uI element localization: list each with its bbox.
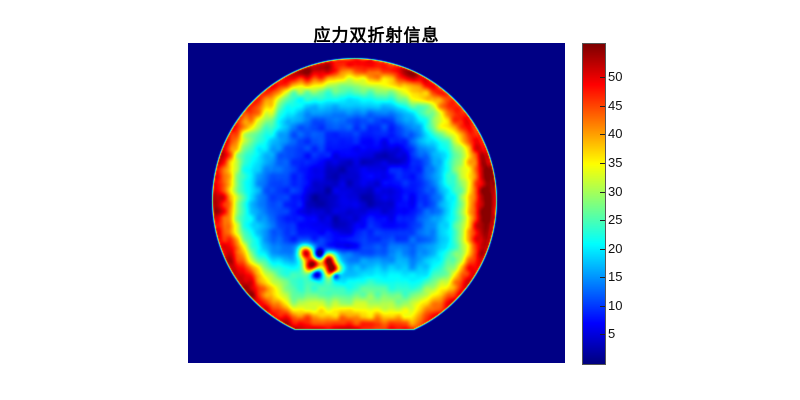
colorbar-tick-label: 30 (608, 183, 623, 199)
wafer-heatmap-image (188, 43, 565, 363)
colorbar-tick-label: 5 (608, 326, 616, 342)
colorbar-tick-label: 25 (608, 212, 623, 228)
colorbar-tick-label: 20 (608, 240, 623, 256)
colorbar-tick-mark (600, 248, 605, 250)
colorbar-tick-label: 40 (608, 126, 623, 142)
colorbar-tick-mark (600, 191, 605, 193)
colorbar-tick-mark (600, 77, 605, 79)
colorbar-tick-label: 10 (608, 297, 623, 313)
chart-title: 应力双折射信息 (313, 26, 440, 45)
colorbar-tick-label: 45 (608, 97, 623, 113)
colorbar-tick-mark (600, 277, 605, 279)
colorbar-tick-mark (600, 163, 605, 164)
colorbar-tick-label: 50 (608, 69, 623, 85)
colorbar-tick-mark (600, 334, 605, 336)
colorbar-tick-mark (600, 305, 605, 307)
colorbar-tick-label: 35 (608, 155, 623, 170)
colorbar-tick-mark (600, 220, 605, 222)
colorbar-tick-mark (600, 134, 605, 136)
colorbar-tick-label: 15 (608, 269, 623, 285)
colorbar-tick-mark (600, 105, 605, 107)
colorbar-gradient (582, 43, 606, 365)
